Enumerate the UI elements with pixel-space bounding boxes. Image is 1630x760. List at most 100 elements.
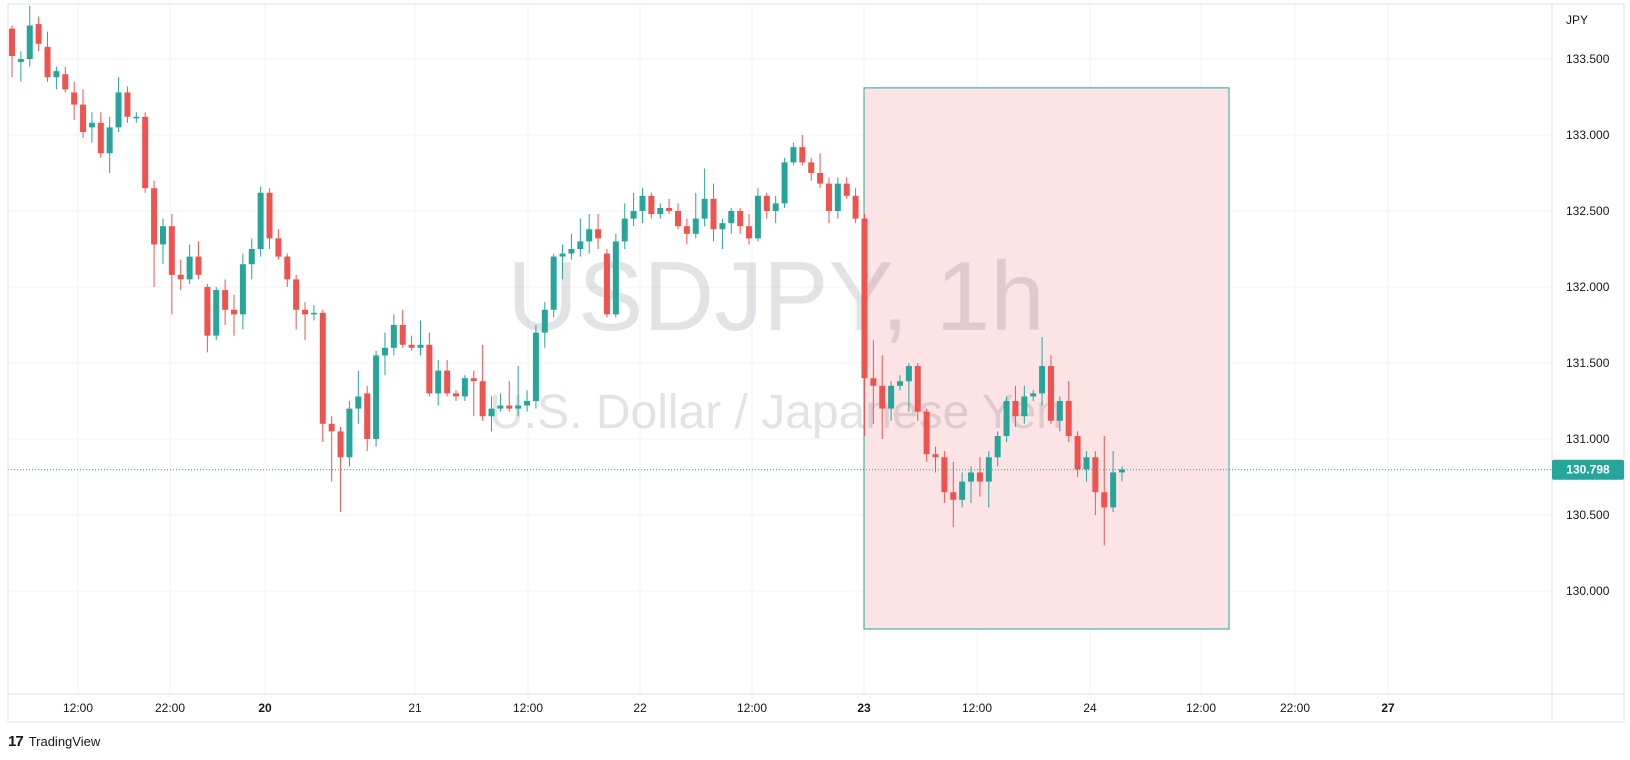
candle — [905, 363, 912, 412]
candle — [630, 192, 637, 227]
candle-body — [62, 74, 69, 90]
candle — [275, 229, 282, 260]
candle-body — [222, 290, 229, 310]
candle-body — [319, 312, 326, 424]
candle — [932, 446, 939, 473]
candle-body — [719, 223, 726, 230]
candle-body — [80, 104, 87, 132]
candle — [1003, 396, 1010, 443]
candle — [675, 203, 681, 230]
time-tick-label: 21 — [408, 701, 422, 715]
candle-body — [124, 92, 131, 117]
candle — [595, 214, 602, 249]
candle — [612, 233, 619, 318]
candle-body — [142, 116, 149, 189]
time-tick-label: 12:00 — [513, 701, 543, 715]
price-tick-label: 132.500 — [1566, 204, 1610, 218]
candle — [639, 188, 646, 224]
candle-body — [71, 92, 78, 105]
candle-body — [1074, 435, 1081, 470]
candle-body — [621, 218, 628, 242]
candle — [994, 431, 1001, 467]
candle-body — [1083, 457, 1090, 470]
candle — [257, 186, 264, 257]
candle-body — [1039, 366, 1046, 394]
candle — [399, 309, 406, 348]
candle — [559, 244, 566, 280]
price-tick-label: 133.500 — [1566, 52, 1610, 66]
candle — [1039, 337, 1046, 406]
candle-body — [302, 309, 309, 315]
candle-body — [275, 238, 282, 257]
candle — [861, 214, 868, 436]
candle — [293, 274, 300, 330]
candle-body — [612, 241, 619, 315]
price-axis[interactable]: 133.500 133.000 132.500 132.000 131.500 131.0… — [1566, 52, 1610, 598]
candle — [390, 314, 397, 356]
candle — [71, 81, 78, 120]
candle — [17, 51, 24, 82]
candle — [97, 112, 104, 158]
candle-body — [1003, 401, 1010, 436]
candle-body — [675, 211, 681, 227]
candle-body — [852, 195, 859, 219]
candle — [683, 218, 690, 245]
candle — [1092, 451, 1099, 515]
candle-body — [186, 256, 193, 280]
candle — [541, 302, 548, 348]
candle — [373, 350, 380, 447]
candle-body — [559, 253, 566, 257]
candle — [302, 302, 309, 341]
candle-body — [17, 59, 24, 63]
candle — [248, 238, 255, 280]
candle — [719, 218, 726, 249]
candle — [453, 390, 459, 401]
candle-body — [710, 198, 717, 230]
candle — [1110, 451, 1117, 512]
candle-body — [968, 472, 975, 482]
candle — [461, 375, 468, 401]
time-tick-label: 22 — [633, 701, 647, 715]
highlight-rectangle[interactable] — [863, 87, 1230, 630]
candle — [657, 203, 664, 219]
time-axis[interactable]: 12:00 22:00 20 21 12:00 22 12:00 23 12:00 24 12:00… — [63, 701, 1395, 715]
candle-body — [657, 207, 664, 215]
candle — [586, 214, 593, 254]
time-tick-label: 12:00 — [962, 701, 992, 715]
candle — [1101, 435, 1108, 546]
candle-body — [639, 195, 646, 211]
candle — [968, 466, 975, 503]
time-tick-label: 12:00 — [63, 701, 93, 715]
candle — [364, 385, 371, 452]
price-tick-label: 130.500 — [1566, 508, 1610, 522]
candle — [310, 305, 317, 321]
candle — [728, 207, 735, 234]
candle — [381, 332, 388, 376]
candle-body — [1065, 401, 1072, 436]
tradingview-brand[interactable]: 17 TradingView — [8, 733, 100, 750]
candle — [470, 370, 477, 417]
candle-body — [941, 457, 948, 493]
candle — [213, 287, 220, 341]
candle — [1065, 381, 1072, 443]
brand-name: TradingView — [28, 734, 101, 749]
candle-body — [746, 226, 753, 239]
candle-body — [408, 344, 415, 348]
candle-body — [106, 127, 113, 154]
candle-body — [177, 274, 184, 280]
candle-body — [630, 211, 637, 219]
candle — [923, 408, 930, 462]
candle-body — [586, 229, 593, 242]
candle — [204, 283, 211, 353]
candle — [417, 320, 424, 356]
candle — [479, 344, 486, 421]
candle — [799, 135, 806, 166]
time-tick-label: 12:00 — [1186, 701, 1216, 715]
candle — [284, 253, 291, 287]
watermark-symbol: USDJPY, 1h — [507, 241, 1044, 351]
candle-body — [550, 256, 557, 310]
candle — [195, 241, 202, 280]
candle — [772, 195, 779, 224]
candle — [62, 66, 69, 93]
